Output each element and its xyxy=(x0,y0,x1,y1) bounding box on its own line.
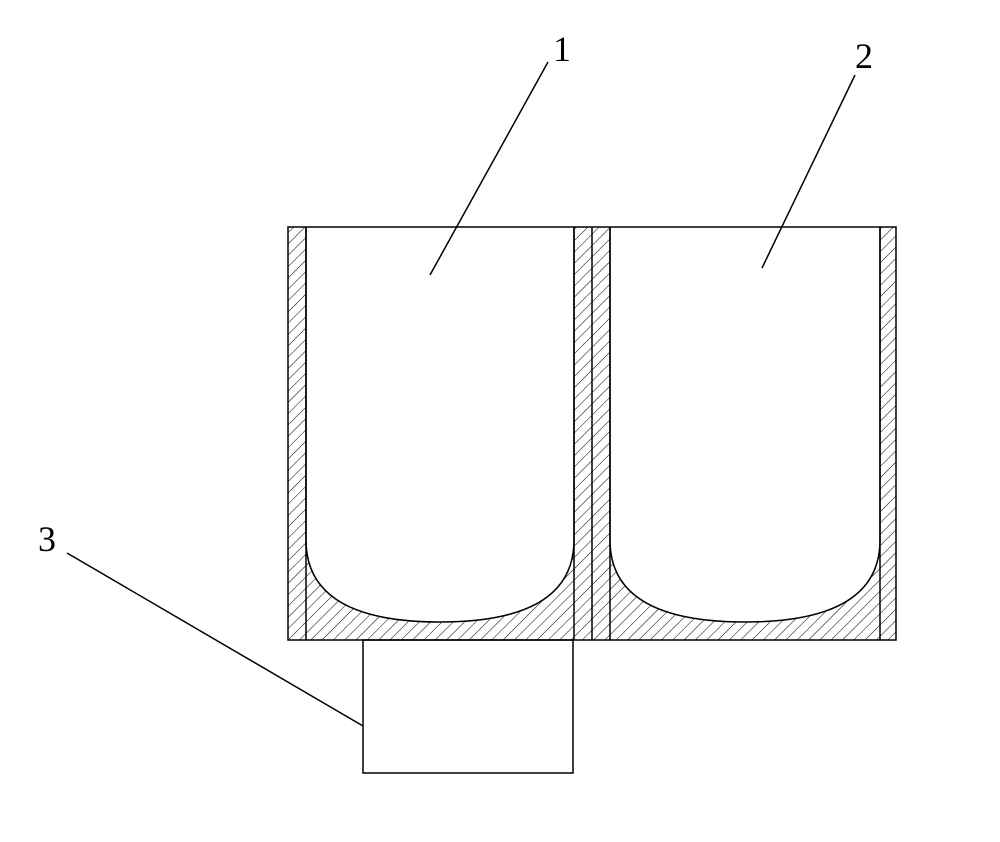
right-cavity-hatching xyxy=(592,227,896,640)
leader-line-2 xyxy=(762,75,855,268)
label-1: 1 xyxy=(553,28,571,70)
label-2: 2 xyxy=(855,35,873,77)
label-3: 3 xyxy=(38,518,56,560)
diagram-canvas xyxy=(0,0,1000,842)
bottom-box xyxy=(363,640,573,773)
left-cavity-inner xyxy=(306,227,574,622)
left-cavity-hatching xyxy=(288,227,592,640)
right-cavity-inner xyxy=(610,227,880,622)
leader-line-1 xyxy=(430,62,548,275)
